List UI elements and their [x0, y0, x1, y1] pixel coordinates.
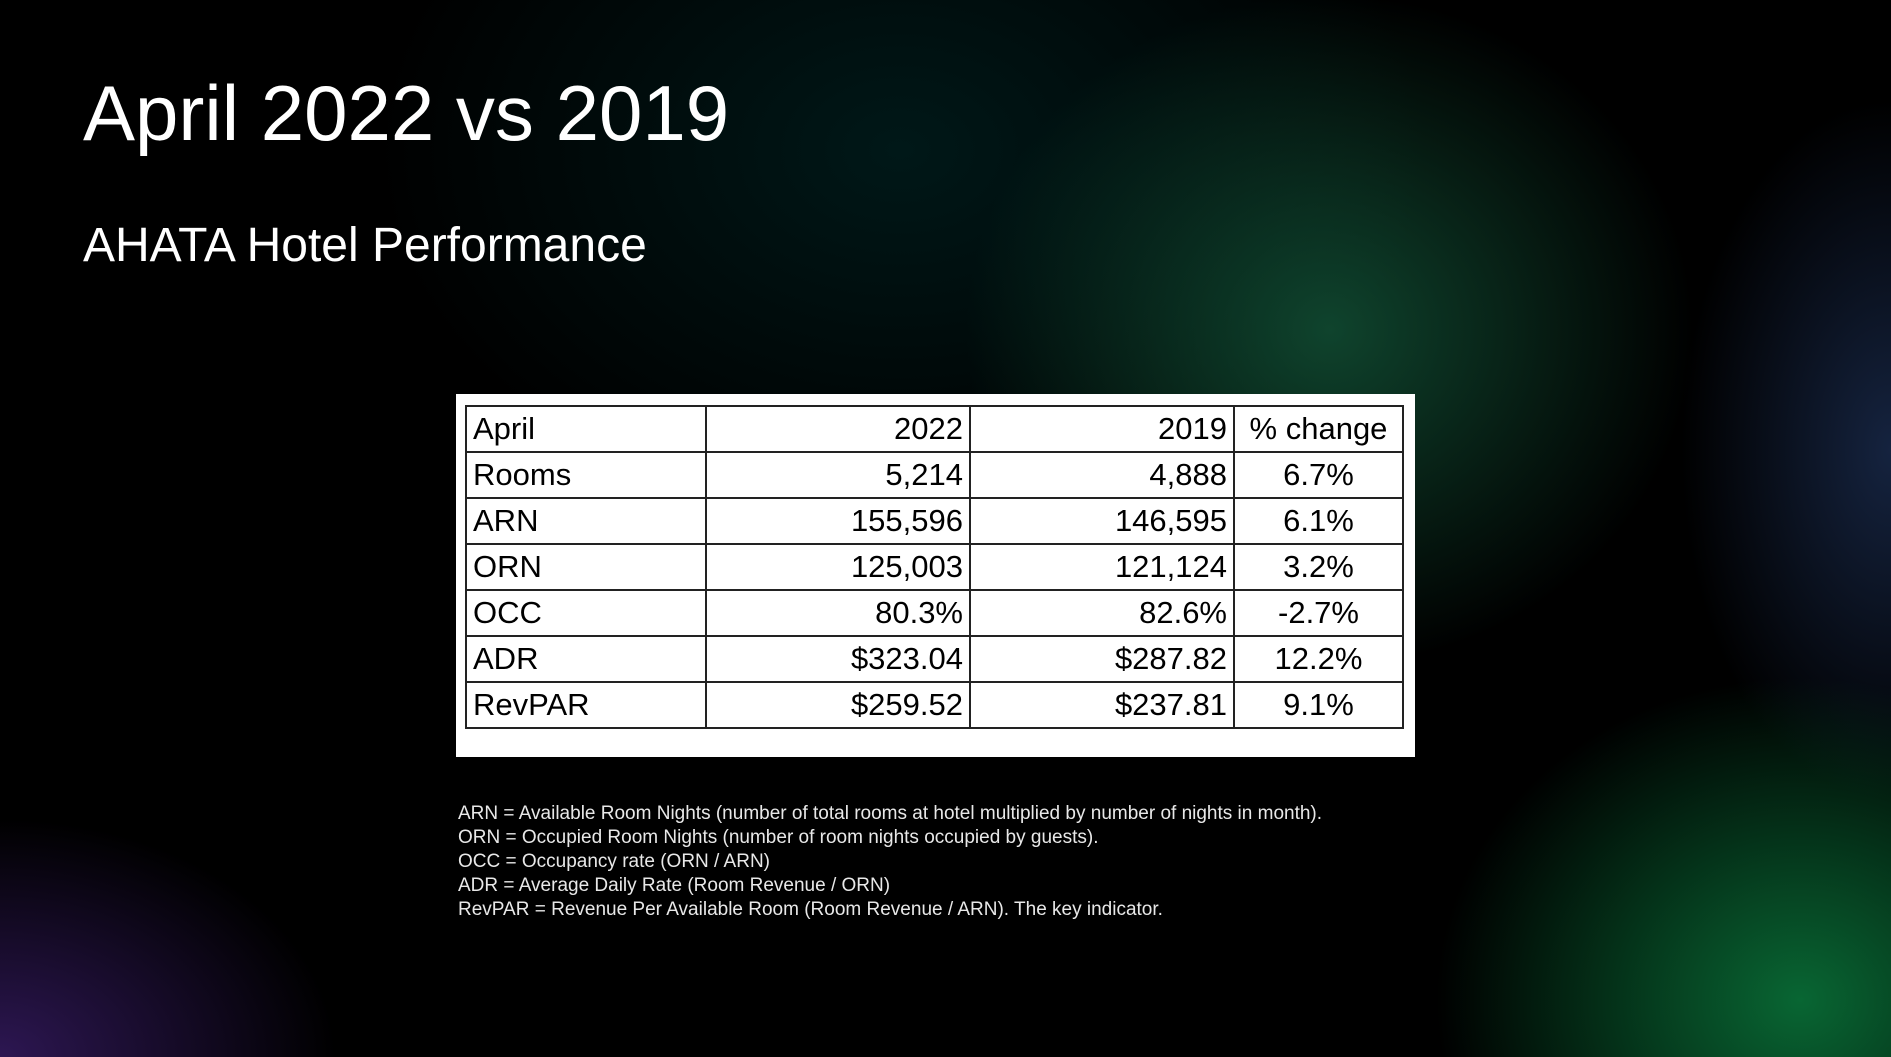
- table-cell: 9.1%: [1233, 681, 1404, 729]
- note-line: RevPAR = Revenue Per Available Room (Roo…: [458, 899, 1163, 920]
- table-cell: 125,003: [705, 543, 971, 591]
- table-cell: 82.6%: [969, 589, 1235, 637]
- note-line: OCC = Occupancy rate (ORN / ARN): [458, 851, 770, 872]
- table-cell: 146,595: [969, 497, 1235, 545]
- table-cell: $237.81: [969, 681, 1235, 729]
- row-label: ADR: [465, 635, 707, 683]
- note-line: ARN = Available Room Nights (number of t…: [458, 803, 1323, 824]
- column-header: 2022: [705, 405, 971, 453]
- notes: ARN = Available Room Nights (number of t…: [458, 802, 1322, 922]
- table-row: ORN 125,003 121,124 3.2%: [465, 543, 1404, 591]
- table-row: ARN 155,596 146,595 6.1%: [465, 497, 1404, 545]
- table-cell: 12.2%: [1233, 635, 1404, 683]
- row-label: ARN: [465, 497, 707, 545]
- table-cell: $323.04: [705, 635, 971, 683]
- table-row: ADR $323.04 $287.82 12.2%: [465, 635, 1404, 683]
- table-cell: 3.2%: [1233, 543, 1404, 591]
- column-header: % change: [1233, 405, 1404, 453]
- column-header: April: [465, 405, 707, 453]
- slide-title: April 2022 vs 2019: [83, 69, 730, 157]
- column-header: 2019: [969, 405, 1235, 453]
- header-row: April 2022 2019% change: [465, 405, 1404, 453]
- table-cell: 80.3%: [705, 589, 971, 637]
- table-panel: April 2022 2019% change Rooms 5,214 4,888 6.7%…: [456, 394, 1415, 757]
- table-cell: 4,888: [969, 451, 1235, 499]
- slide-subtitle: AHATA Hotel Performance: [83, 219, 647, 272]
- table-cell: 121,124: [969, 543, 1235, 591]
- table-cell: $259.52: [705, 681, 971, 729]
- table-cell: 155,596: [705, 497, 971, 545]
- table-cell: 6.1%: [1233, 497, 1404, 545]
- table-cell: $287.82: [969, 635, 1235, 683]
- performance-table: April 2022 2019% change Rooms 5,214 4,888 6.7%…: [465, 405, 1404, 729]
- row-label: OCC: [465, 589, 707, 637]
- row-label: RevPAR: [465, 681, 707, 729]
- table-cell: -2.7%: [1233, 589, 1404, 637]
- note-line: ADR = Average Daily Rate (Room Revenue /…: [458, 875, 891, 896]
- row-label: Rooms: [465, 451, 707, 499]
- table-body: April 2022 2019% change Rooms 5,214 4,888 6.7%…: [465, 405, 1404, 729]
- table-row: RevPAR $259.52 $237.81 9.1%: [465, 681, 1404, 729]
- table-row: OCC 80.3% 82.6% -2.7%: [465, 589, 1404, 637]
- table-row: Rooms 5,214 4,888 6.7%: [465, 451, 1404, 499]
- table-cell: 5,214: [705, 451, 971, 499]
- note-line: ORN = Occupied Room Nights (number of ro…: [458, 827, 1099, 848]
- row-label: ORN: [465, 543, 707, 591]
- table-cell: 6.7%: [1233, 451, 1404, 499]
